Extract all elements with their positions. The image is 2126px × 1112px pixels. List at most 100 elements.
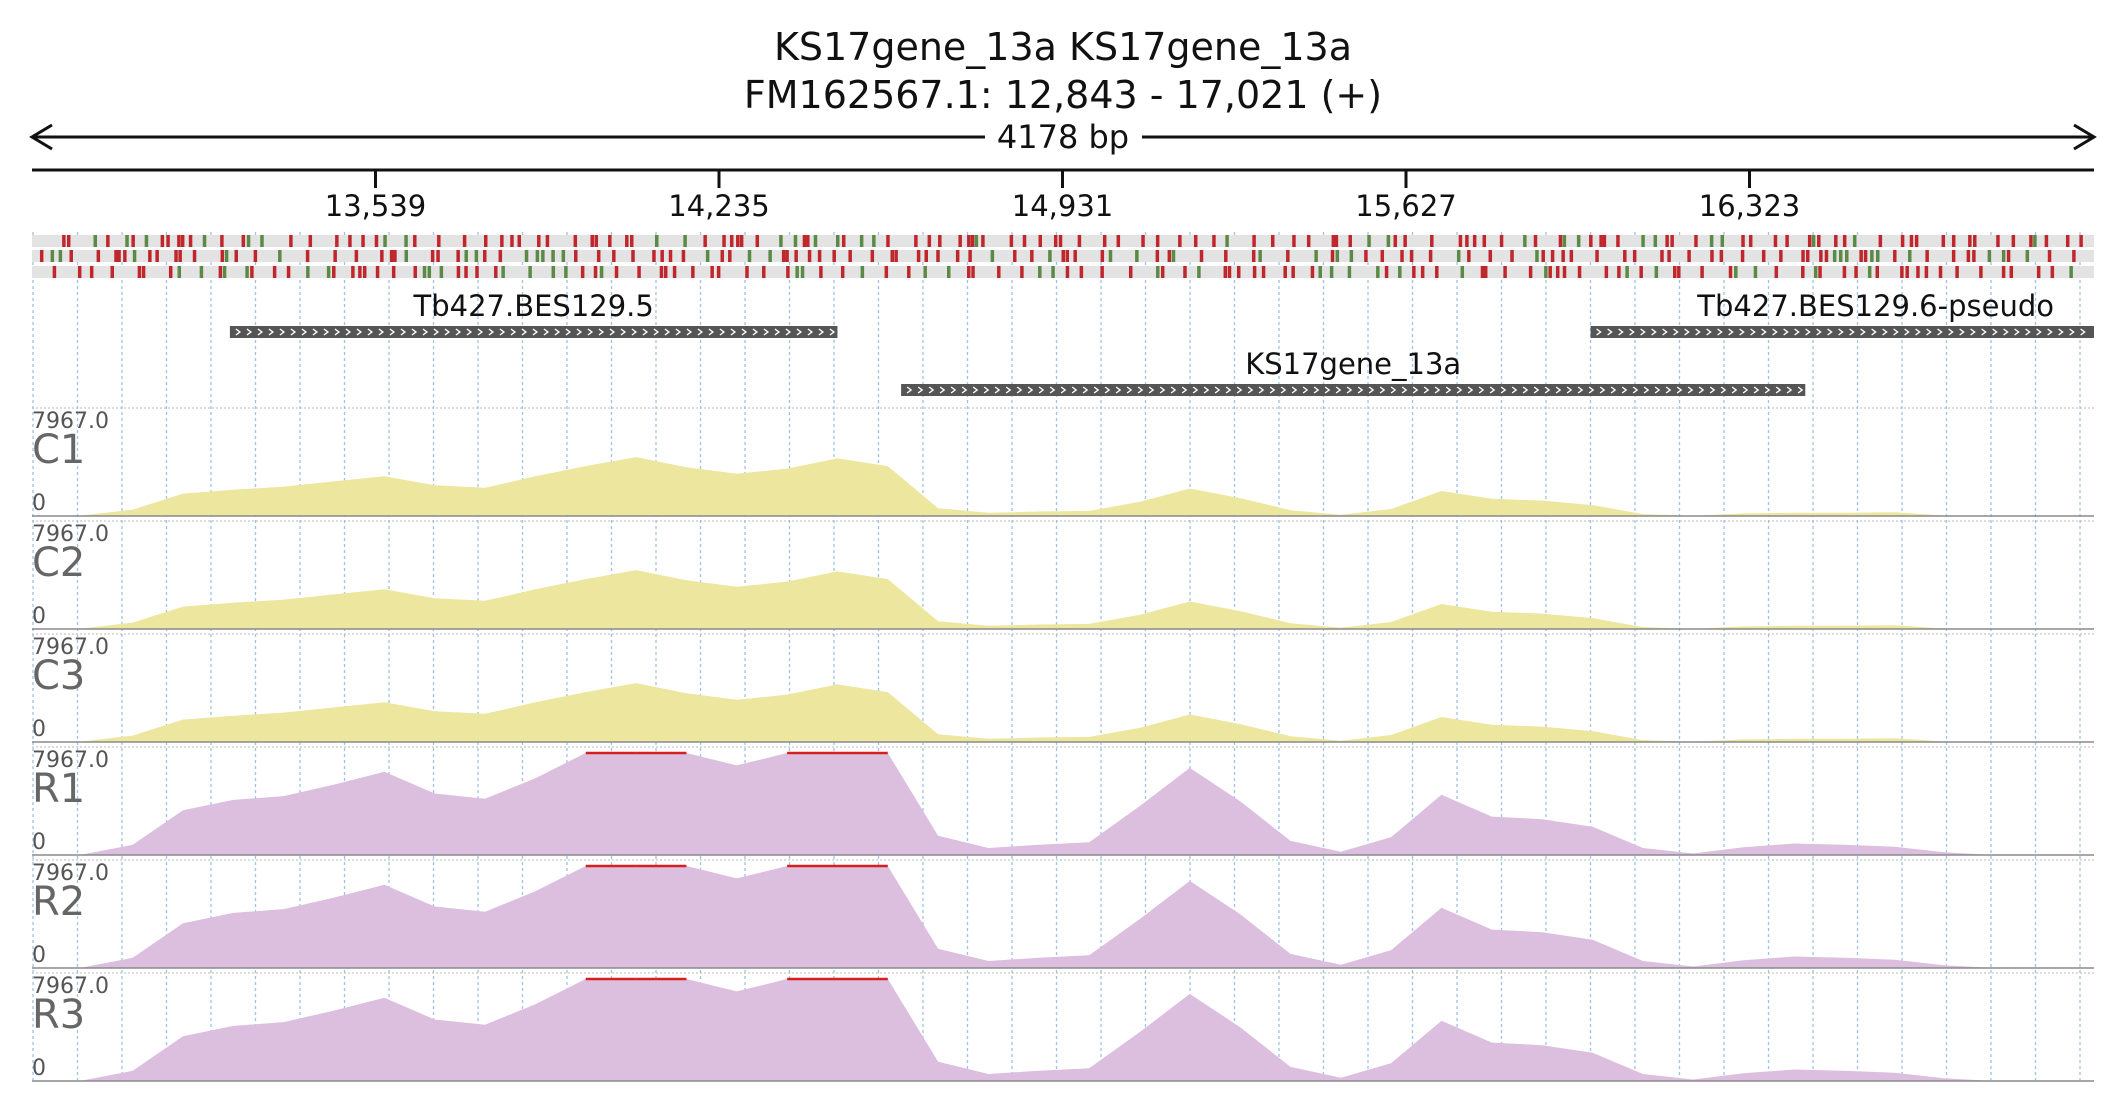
stop-codon-mark — [1061, 250, 1065, 262]
stop-codon-mark — [1595, 250, 1599, 262]
strand-chevron-icon — [1621, 386, 1628, 394]
start-codon-mark — [93, 235, 98, 247]
stop-codon-mark — [1914, 235, 1919, 247]
locus-label: FM162567.1: 12,843 - 17,021 (+) — [744, 73, 1382, 117]
start-codon-mark — [779, 235, 783, 247]
gene-label: Tb427.BES129.5 — [413, 289, 654, 323]
stop-codon-mark — [77, 266, 82, 278]
stop-codon-mark — [286, 266, 291, 278]
stop-codon-mark — [1854, 266, 1858, 278]
gene-model[interactable]: Tb427.BES129.6-pseudo — [1590, 289, 2094, 338]
strand-chevron-icon — [554, 328, 561, 336]
strand-chevron-icon — [1849, 328, 1855, 336]
strand-chevron-icon — [1827, 328, 1833, 336]
strand-chevron-icon — [1665, 386, 1672, 394]
stop-codon-mark — [1079, 266, 1084, 278]
strand-chevron-icon — [1203, 386, 1210, 394]
start-codon-mark — [224, 250, 229, 262]
stop-codon-mark — [1141, 235, 1145, 247]
stop-codon-mark — [131, 235, 135, 247]
stop-codon-mark — [631, 250, 635, 262]
stop-codon-mark — [832, 250, 836, 262]
stop-codon-mark — [1673, 266, 1677, 278]
stop-codon-mark — [148, 250, 152, 262]
stop-codon-mark — [89, 266, 94, 278]
stop-codon-mark — [1022, 235, 1027, 247]
stop-codon-mark — [289, 235, 293, 247]
stop-codon-mark — [1482, 235, 1487, 247]
stop-codon-mark — [374, 235, 379, 247]
strand-chevron-icon — [1071, 386, 1078, 394]
strand-chevron-icon — [1596, 328, 1602, 336]
start-codon-mark — [1225, 235, 1229, 247]
track-name: R1 — [32, 766, 85, 812]
start-codon-mark — [551, 250, 555, 262]
strand-chevron-icon — [1456, 386, 1463, 394]
strand-chevron-icon — [1981, 328, 1987, 336]
strand-chevron-icon — [1093, 386, 1100, 394]
strand-chevron-icon — [1236, 386, 1243, 394]
gene-model[interactable]: KS17gene_13a — [901, 347, 1806, 396]
stop-codon-mark — [1100, 250, 1105, 262]
start-codon-mark — [1813, 266, 1818, 278]
stop-codon-mark — [681, 250, 686, 262]
start-codon-mark — [768, 250, 772, 262]
stop-codon-mark — [1665, 235, 1669, 247]
coverage-track-c3: 7967.0C3 0 — [32, 633, 2094, 743]
stop-codon-mark — [348, 235, 352, 247]
gene-model[interactable]: Tb427.BES129.5 — [229, 289, 838, 338]
stop-codon-mark — [971, 266, 975, 278]
stop-codon-mark — [1306, 235, 1311, 247]
stop-codon-mark — [955, 250, 960, 262]
stop-codon-mark — [494, 266, 498, 278]
track-max-label: 7967.0 — [32, 974, 109, 999]
stop-codon-mark — [39, 250, 44, 262]
strand-chevron-icon — [1533, 386, 1540, 394]
strand-chevron-icon — [334, 328, 341, 336]
strand-chevron-icon — [1555, 386, 1562, 394]
stop-codon-mark — [637, 266, 641, 278]
stop-codon-mark — [1009, 235, 1014, 247]
ruler-ticks: 13,539 14,235 14,931 15,627 16,323 — [325, 170, 1800, 223]
stop-codon-mark — [1773, 235, 1778, 247]
strand-chevron-icon — [1104, 386, 1111, 394]
strand-chevron-icon — [928, 386, 935, 394]
strand-chevron-icon — [994, 386, 1001, 394]
strand-chevron-icon — [510, 328, 517, 336]
track-max-label: 7967.0 — [32, 522, 109, 547]
stop-codon-mark — [180, 235, 185, 247]
strand-chevron-icon — [1192, 386, 1199, 394]
stop-codon-mark — [1100, 266, 1104, 278]
strand-chevron-icon — [796, 328, 803, 336]
start-codon-mark — [1460, 266, 1465, 278]
strand-chevron-icon — [1511, 386, 1518, 394]
strand-chevron-icon — [1379, 386, 1386, 394]
stop-codon-mark — [967, 266, 971, 278]
strand-chevron-icon — [411, 328, 418, 336]
coverage-tracks: 7967.0C107967.0C207967.0C307967.0R107967… — [32, 407, 2094, 1082]
stop-codon-mark — [1863, 250, 1868, 262]
stop-codon-mark — [1834, 235, 1838, 247]
stop-codon-mark — [333, 250, 337, 262]
strand-chevron-icon — [950, 386, 957, 394]
track-name: C1 — [32, 427, 85, 473]
start-codon-mark — [683, 235, 687, 247]
strand-chevron-icon — [917, 386, 924, 394]
strand-chevron-icon — [1629, 328, 1635, 336]
stop-codon-mark — [1251, 250, 1256, 262]
stop-codon-mark — [720, 250, 725, 262]
track-min-label: 0 — [32, 604, 46, 629]
start-codon-mark — [202, 235, 207, 247]
strand-chevron-icon — [1871, 328, 1877, 336]
stop-codon-mark — [1604, 266, 1609, 278]
track-min-label: 0 — [32, 1056, 46, 1081]
start-codon-mark — [1349, 250, 1354, 262]
stop-codon-mark — [1817, 235, 1821, 247]
stop-codon-mark — [1160, 266, 1165, 278]
stop-codon-mark — [1334, 235, 1339, 247]
stop-codon-mark — [1310, 266, 1315, 278]
stop-codon-mark — [66, 235, 71, 247]
strand-chevron-icon — [1225, 386, 1232, 394]
stop-codon-mark — [1660, 250, 1664, 262]
stop-codon-mark — [177, 235, 181, 247]
